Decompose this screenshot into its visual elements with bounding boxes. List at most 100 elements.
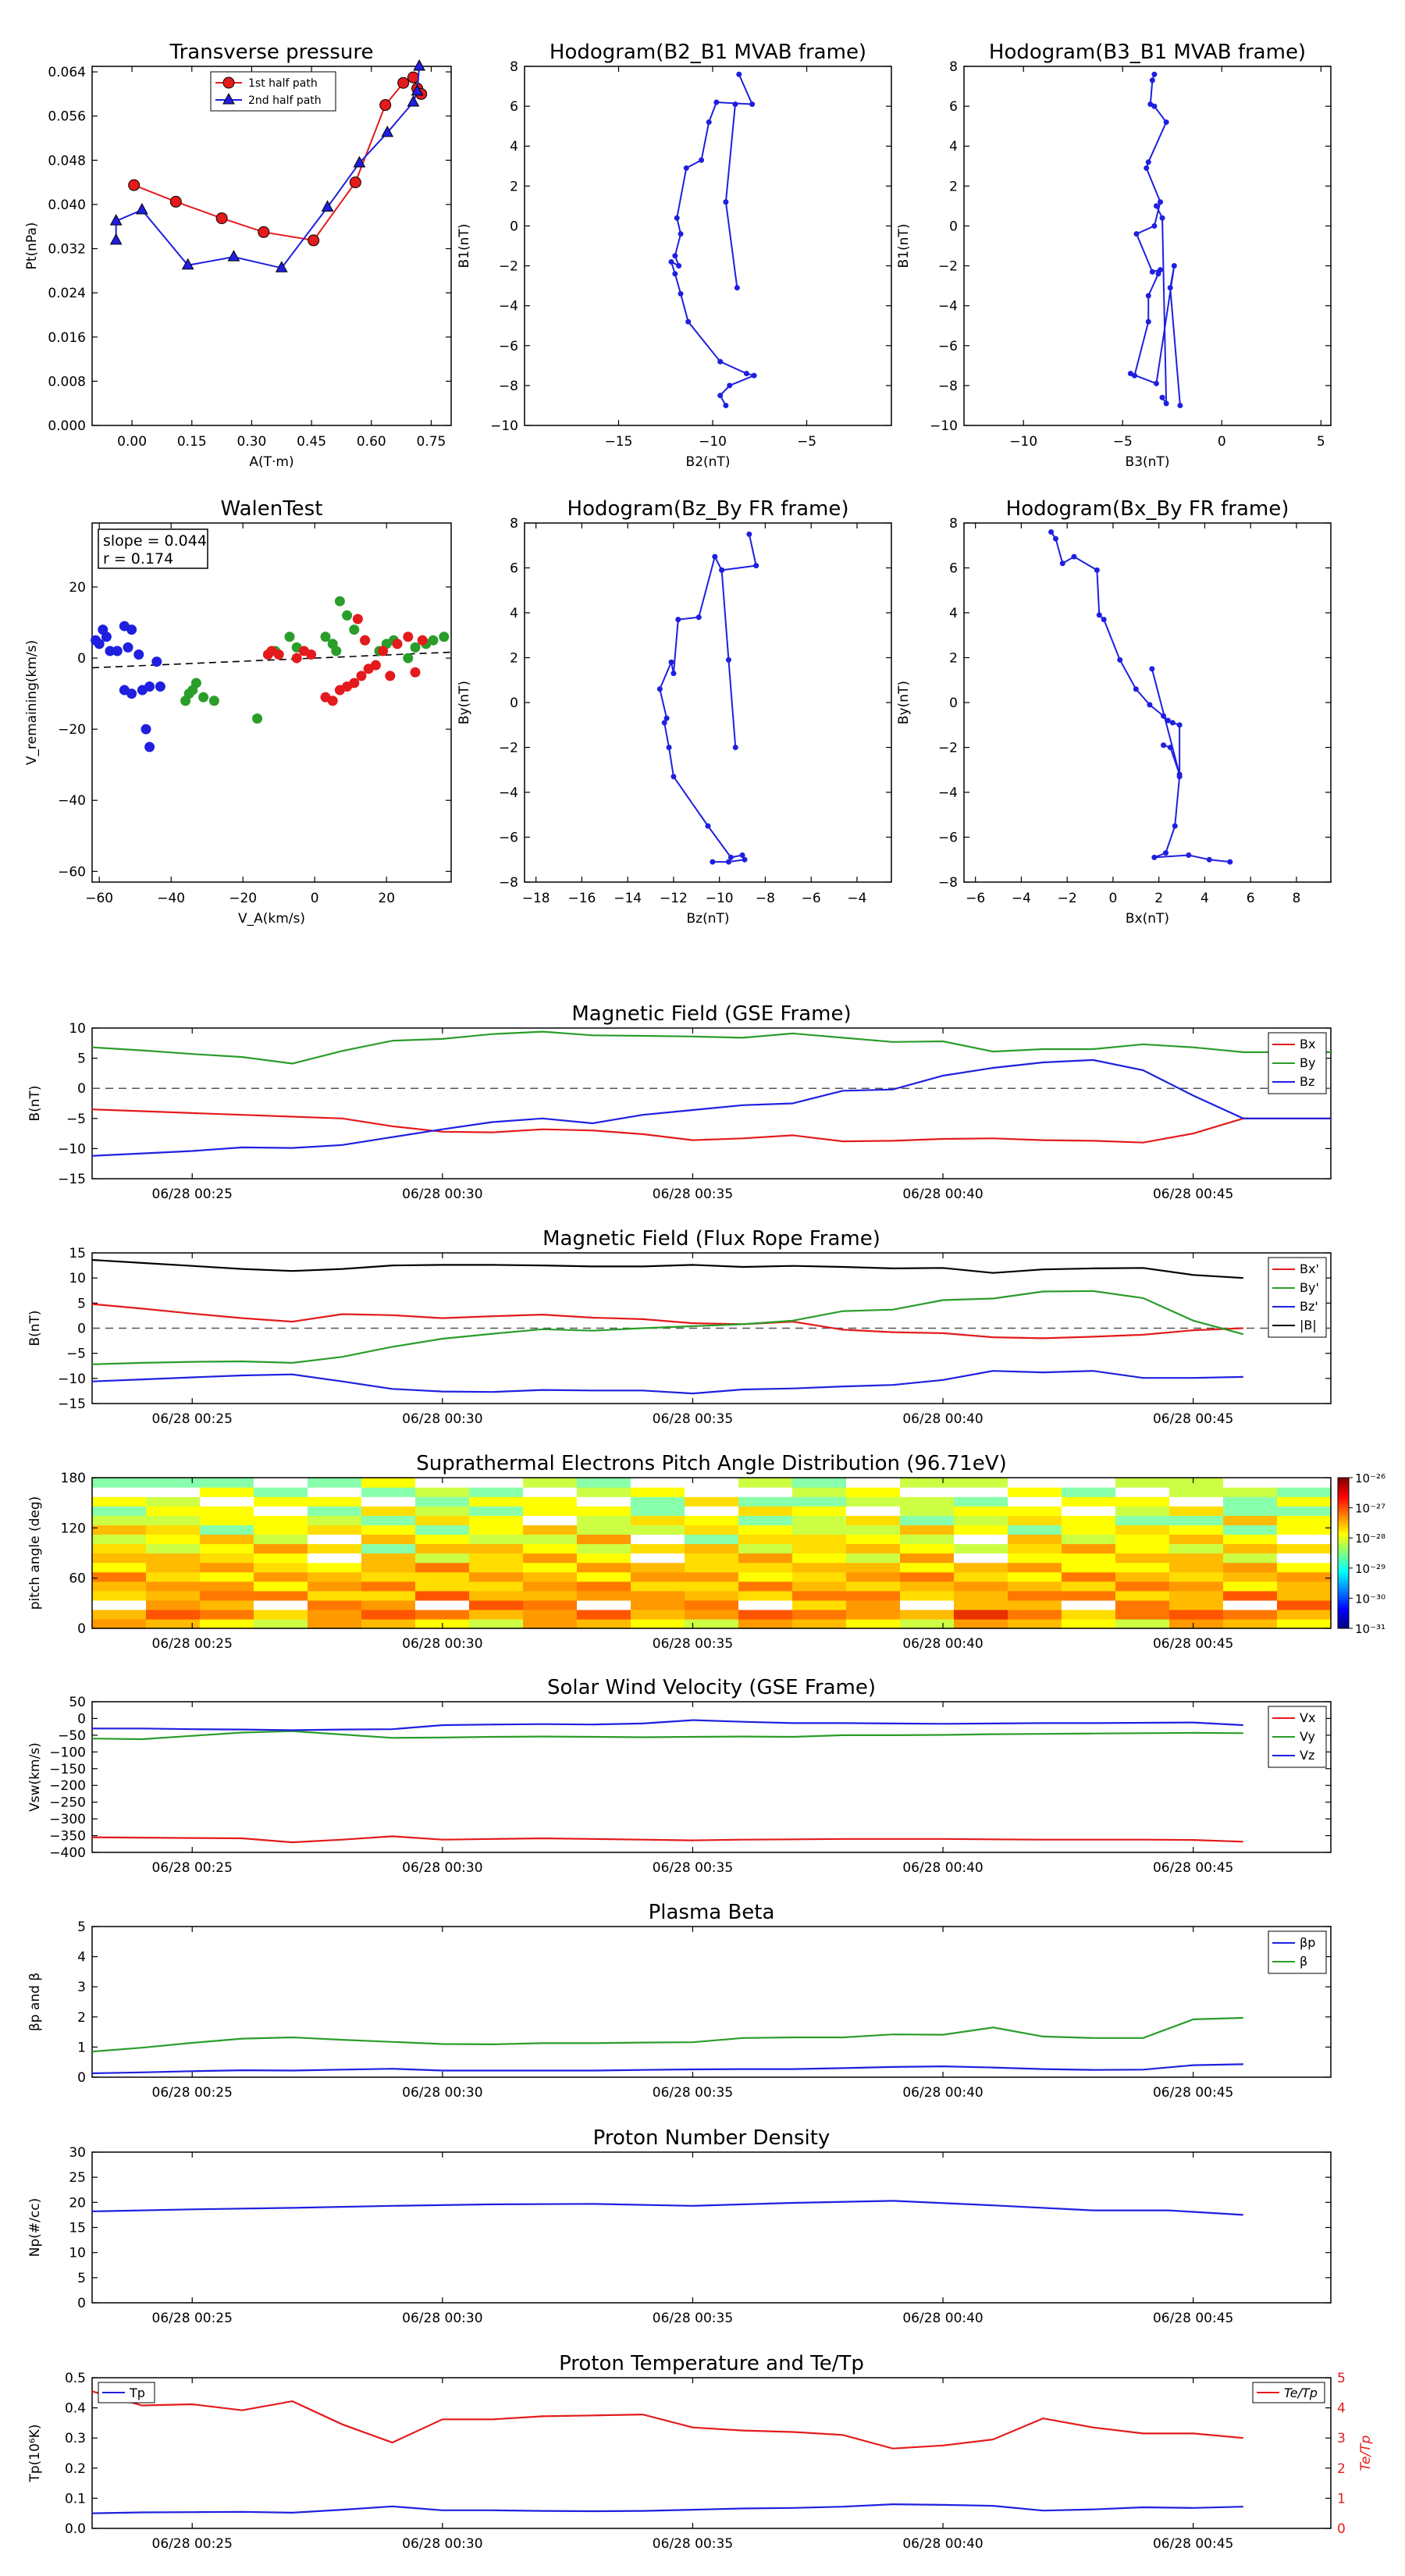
sw_velocity-series-1 [91, 1730, 1243, 1741]
proton_density-ylabel: Np(#/cc) [27, 2198, 43, 2257]
sw_velocity-series-2 [92, 1719, 1243, 1731]
heatmap-cell [1277, 1553, 1332, 1564]
heatmap-cell [254, 1496, 308, 1507]
sw_velocity-ytick-label: −150 [49, 1762, 86, 1777]
transverse_pressure-point [308, 234, 320, 247]
heatmap-cell [631, 1543, 685, 1554]
heatmap-cell [685, 1478, 739, 1488]
hodogram_bx_by-ytick-label: −8 [938, 875, 958, 891]
heatmap-cell [415, 1599, 470, 1610]
walen-point-green [208, 696, 219, 706]
heatmap-cell [1115, 1496, 1170, 1507]
heatmap-cell [308, 1506, 362, 1516]
heatmap-cell [361, 1562, 416, 1573]
heatmap-cell [254, 1506, 308, 1516]
hodogram_bx_by-panel: Hodogram(Bx_By FR frame) −8 −6 −4 −2 0 2 4 6 8 −6 −… [896, 497, 1332, 927]
proton_temperature-ytick-right-label: 0 [1337, 2521, 1346, 2537]
heatmap-cell [1277, 1590, 1332, 1601]
proton_temperature-ytick-right-label: 5 [1337, 2371, 1346, 2386]
heatmap-cell [954, 1553, 1008, 1564]
pitch_angle-ytick-label: 60 [69, 1571, 86, 1587]
heatmap-cell [308, 1581, 362, 1592]
heatmap-cell [523, 1562, 578, 1573]
hodogram_bz_by-point [710, 859, 716, 865]
heatmap-cell [900, 1515, 955, 1525]
heatmap-cell [577, 1525, 631, 1535]
heatmap-cell [308, 1534, 362, 1545]
hodogram_bz_by-point [739, 852, 745, 858]
plasma_beta-ytick-label: 3 [77, 1980, 86, 1995]
heatmap-cell [954, 1506, 1008, 1516]
heatmap-cell [1062, 1525, 1116, 1535]
hodogram_b2_b1-ytick-label: −8 [499, 379, 518, 394]
heatmap-cell [685, 1496, 739, 1507]
heatmap-cell [738, 1590, 793, 1601]
plasma_beta-ytick-label: 0 [77, 2070, 86, 2086]
heatmap-cell [308, 1478, 362, 1488]
mag_gse-legend-label: By [1300, 1055, 1315, 1070]
mag_gse-legend-label: Bz [1300, 1074, 1314, 1089]
sw_velocity-legend-label: Vz [1300, 1748, 1314, 1763]
hodogram_b2_b1-xtick-label: −15 [605, 434, 633, 450]
walen-r-label: r = 0.174 [103, 550, 173, 568]
heatmap-cell [469, 1553, 524, 1564]
transverse_pressure-point [381, 125, 394, 137]
heatmap-cell [1223, 1487, 1278, 1497]
hodogram_bx_by-series-line-0 [1050, 531, 1230, 863]
hodogram_b2_b1-point [672, 271, 678, 277]
hodogram_bz_by-title: Hodogram(Bz_By FR frame) [567, 497, 849, 521]
hodogram_bz_by-point [663, 715, 670, 721]
walen_test-ytick-label: 20 [69, 580, 86, 596]
heatmap-cell [361, 1581, 416, 1592]
hodogram_bz_by-ytick-label: −6 [499, 831, 518, 846]
proton_temperature-series-1 [91, 2390, 1243, 2450]
sw_velocity-xtick-label: 06/28 00:30 [402, 1860, 482, 1876]
heatmap-cell [900, 1590, 955, 1601]
heatmap-cell [146, 1609, 201, 1620]
hodogram_b3_b1-point [1171, 263, 1177, 269]
hodogram_bz_by-ylabel: By(nT) [457, 681, 472, 724]
proton_temperature-ytick-label: 0.5 [65, 2371, 86, 2386]
hodogram_b3_b1-ytick-label: −6 [938, 339, 958, 354]
hodogram_b3_b1-point [1149, 269, 1155, 275]
proton_density-ytick-label: 5 [77, 2271, 86, 2286]
heatmap-cell [254, 1590, 308, 1601]
transverse_pressure-point [227, 250, 240, 262]
hodogram_bx_by-xtick-label: 0 [1109, 891, 1118, 906]
hodogram_b2_b1-ytick-label: 0 [510, 219, 518, 234]
walen-point-blue [151, 656, 162, 667]
transverse_pressure-point [215, 212, 228, 225]
heatmap-cell [685, 1525, 739, 1535]
heatmap-cell [1062, 1562, 1116, 1573]
heatmap-cell [1115, 1515, 1170, 1525]
heatmap-cell [1277, 1609, 1332, 1620]
mag_fr-xtick-label: 06/28 00:35 [653, 1411, 733, 1427]
hodogram_bx_by-point [1149, 666, 1155, 672]
heatmap-cell [469, 1590, 524, 1601]
hodogram_bx_by-ytick-label: −6 [938, 831, 958, 846]
heatmap-cell [954, 1562, 1008, 1573]
heatmap-cell [1169, 1496, 1224, 1507]
hodogram_bx_by-point [1059, 560, 1065, 567]
hodogram_bz_by-point [670, 774, 677, 780]
heatmap-cell [92, 1599, 147, 1610]
colorbar-tick-label: 10⁻³¹ [1355, 1622, 1385, 1636]
hodogram_bx_by-point [1172, 823, 1178, 829]
plasma_beta-ytick-label: 4 [77, 1950, 86, 1966]
heatmap-cell [1277, 1515, 1332, 1525]
walen-point-red [378, 646, 389, 656]
hodogram_b2_b1-point [717, 393, 724, 399]
hodogram_b3_b1-point [1144, 165, 1150, 171]
hodogram_b3_b1-point [1151, 71, 1158, 77]
mag_fr-ytick-label: 0 [77, 1322, 86, 1337]
walen-point-green [284, 632, 295, 642]
heatmap-cell [1008, 1562, 1062, 1573]
heatmap-cell [361, 1525, 416, 1535]
hodogram_b2_b1-ylabel: B1(nT) [457, 224, 472, 269]
heatmap-cell [308, 1543, 362, 1554]
hodogram_b3_b1-point [1163, 400, 1169, 407]
hodogram_bz_by-xtick-label: −14 [614, 891, 642, 906]
mag_fr-legend-label: Bx' [1300, 1261, 1319, 1276]
heatmap-cell [1062, 1543, 1116, 1554]
heatmap-cell [631, 1609, 685, 1620]
